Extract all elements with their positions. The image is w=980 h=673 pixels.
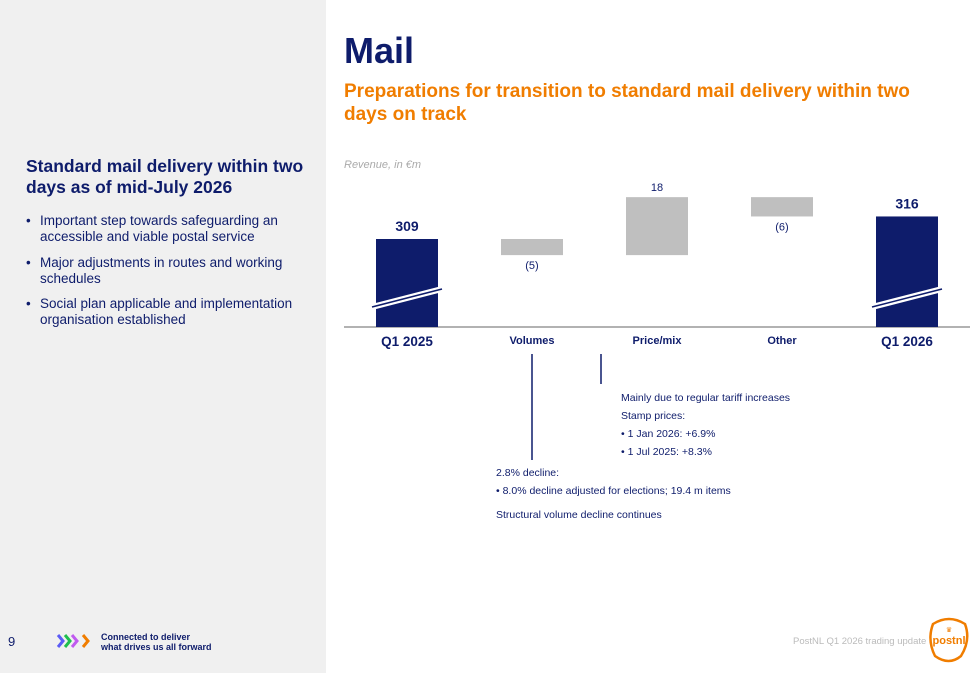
category-label: Q1 2025: [381, 334, 433, 349]
footer-text: PostNL Q1 2026 trading update: [793, 636, 927, 647]
subtitle: Preparations for transition to standard …: [344, 81, 910, 125]
category-label: Q1 2026: [881, 334, 933, 349]
y-axis-label: Revenue, in €m: [344, 159, 422, 171]
value-label: 18: [651, 182, 663, 194]
note-line: Stamp prices:: [621, 410, 686, 422]
bar-total: [376, 239, 438, 327]
value-label: (6): [775, 221, 788, 233]
tagline-line: what drives us all forward: [101, 642, 212, 652]
bar-delta: [501, 239, 563, 256]
category-label: Volumes: [509, 335, 554, 347]
page-number: 9: [8, 634, 16, 649]
note-line: • 8.0% decline adjusted for elections; 1…: [496, 485, 731, 497]
bar-delta: [751, 197, 813, 217]
note-line: • 1 Jul 2025: +8.3%: [621, 446, 712, 458]
left-panel: [0, 0, 326, 673]
category-label: Other: [767, 335, 797, 347]
category-label: Price/mix: [633, 335, 683, 347]
note-line: • 1 Jan 2026: +6.9%: [621, 428, 716, 440]
note-line: Mainly due to regular tariff increases: [621, 392, 791, 404]
note-line: Structural volume decline continues: [496, 509, 662, 521]
svg-text:postnl: postnl: [933, 635, 966, 647]
bar-delta: [626, 197, 688, 256]
bullet: Major adjustments in routes and working …: [26, 255, 310, 287]
value-label: (5): [525, 260, 538, 272]
bullet: Important step towards safeguarding an a…: [26, 213, 310, 245]
axis-break: [871, 288, 943, 308]
bar-total: [876, 216, 938, 327]
price-note: Mainly due to regular tariff increases St…: [621, 389, 790, 461]
page-title: Mail: [344, 30, 415, 71]
svg-text:♛: ♛: [946, 626, 952, 634]
volumes-note: 2.8% decline: • 8.0% decline adjusted for…: [496, 464, 731, 524]
postnl-logo: postnl ♛: [929, 617, 969, 663]
note-line: 2.8% decline:: [496, 467, 560, 479]
value-label: 309: [395, 218, 419, 234]
tagline: Connected to deliver what drives us all f…: [101, 632, 212, 652]
axis-break: [371, 288, 443, 308]
bullet: Social plan applicable and implementatio…: [26, 296, 310, 328]
left-heading: Standard mail delivery within two days a…: [26, 156, 304, 197]
chevrons-icon: [56, 634, 90, 648]
tagline-line: Connected to deliver: [101, 632, 191, 642]
value-label: 316: [895, 195, 919, 211]
